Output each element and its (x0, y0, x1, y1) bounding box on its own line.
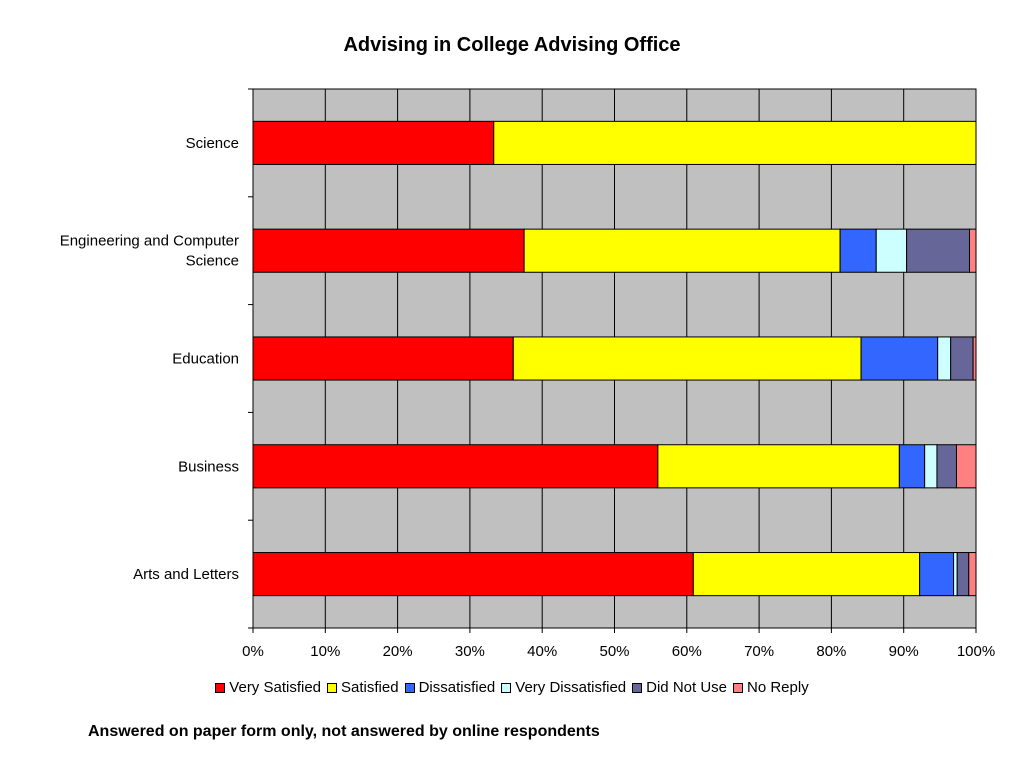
legend-swatch (501, 682, 512, 693)
legend-item-no-reply: No Reply (733, 679, 809, 696)
x-tick-label: 30% (455, 643, 485, 660)
x-tick-label: 10% (310, 643, 340, 660)
bar-very-satisfied (252, 228, 525, 273)
x-tick-label: 0% (242, 643, 264, 660)
legend-item-satisfied: Satisfied (327, 679, 399, 696)
y-category-label: Science (186, 135, 239, 152)
legend-item-very-satisfied: Very Satisfied (215, 679, 321, 696)
chart-footnote: Answered on paper form only, not answere… (88, 723, 600, 740)
bar-satisfied (493, 120, 977, 165)
x-tick-label: 90% (889, 643, 919, 660)
bar-did-not-use (906, 228, 970, 273)
legend-item-dissatisfied: Dissatisfied (404, 679, 496, 696)
chart-title: Advising in College Advising Office (343, 34, 681, 56)
x-tick-label: 60% (672, 643, 702, 660)
legend-label: No Reply (747, 679, 809, 696)
bar-satisfied (523, 228, 841, 273)
bar-very-dissatisfied (924, 444, 938, 489)
bar-no-reply (968, 228, 977, 273)
bar-dissatisfied (898, 444, 926, 489)
legend-label: Dissatisfied (418, 679, 496, 696)
x-tick-label: 20% (383, 643, 413, 660)
y-category-label: Science (186, 253, 239, 270)
legend-label: Very Satisfied (229, 679, 322, 696)
legend-swatch (404, 682, 415, 693)
bar-satisfied (692, 552, 921, 597)
bar-very-satisfied (252, 444, 659, 489)
legend-swatch (733, 682, 743, 693)
legend-swatch (632, 682, 643, 693)
bar-dissatisfied (860, 336, 939, 381)
y-category-label: Arts and Letters (133, 566, 239, 583)
x-tick-label: 100% (957, 643, 995, 660)
bar-no-reply (955, 444, 977, 489)
chart-legend: Very Satisfied Satisfied Dissatisfied Very … (0, 679, 1024, 696)
bar-did-not-use (936, 444, 957, 489)
legend-swatch (215, 682, 226, 693)
y-category-label: Engineering and Computer (60, 233, 239, 250)
bar-no-reply (968, 552, 977, 597)
x-tick-label: 40% (527, 643, 557, 660)
x-tick-label: 50% (599, 643, 629, 660)
bar-dissatisfied (919, 552, 955, 597)
legend-label: Very Dissatisfied (515, 679, 627, 696)
y-category-label: Education (172, 351, 239, 368)
plot-border (252, 88, 977, 629)
legend-item-very-dissatisfied: Very Dissatisfied (501, 679, 626, 696)
bar-dissatisfied (839, 228, 877, 273)
bar-satisfied (657, 444, 900, 489)
legend-swatch (327, 682, 338, 693)
legend-label: Did Not Use (646, 679, 727, 696)
bar-very-dissatisfied (875, 228, 908, 273)
bar-very-dissatisfied (953, 552, 958, 597)
bar-very-satisfied (252, 552, 694, 597)
y-category-label: Business (178, 458, 239, 475)
x-tick-label: 80% (816, 643, 846, 660)
bar-very-satisfied (252, 336, 514, 381)
bar-satisfied (512, 336, 862, 381)
legend-label: Satisfied (341, 679, 399, 696)
legend-item-did-not-use: Did Not Use (632, 679, 727, 696)
bar-did-not-use (956, 552, 970, 597)
bar-did-not-use (950, 336, 974, 381)
bar-very-dissatisfied (937, 336, 952, 381)
x-tick-label: 70% (744, 643, 774, 660)
bar-very-satisfied (252, 120, 495, 165)
